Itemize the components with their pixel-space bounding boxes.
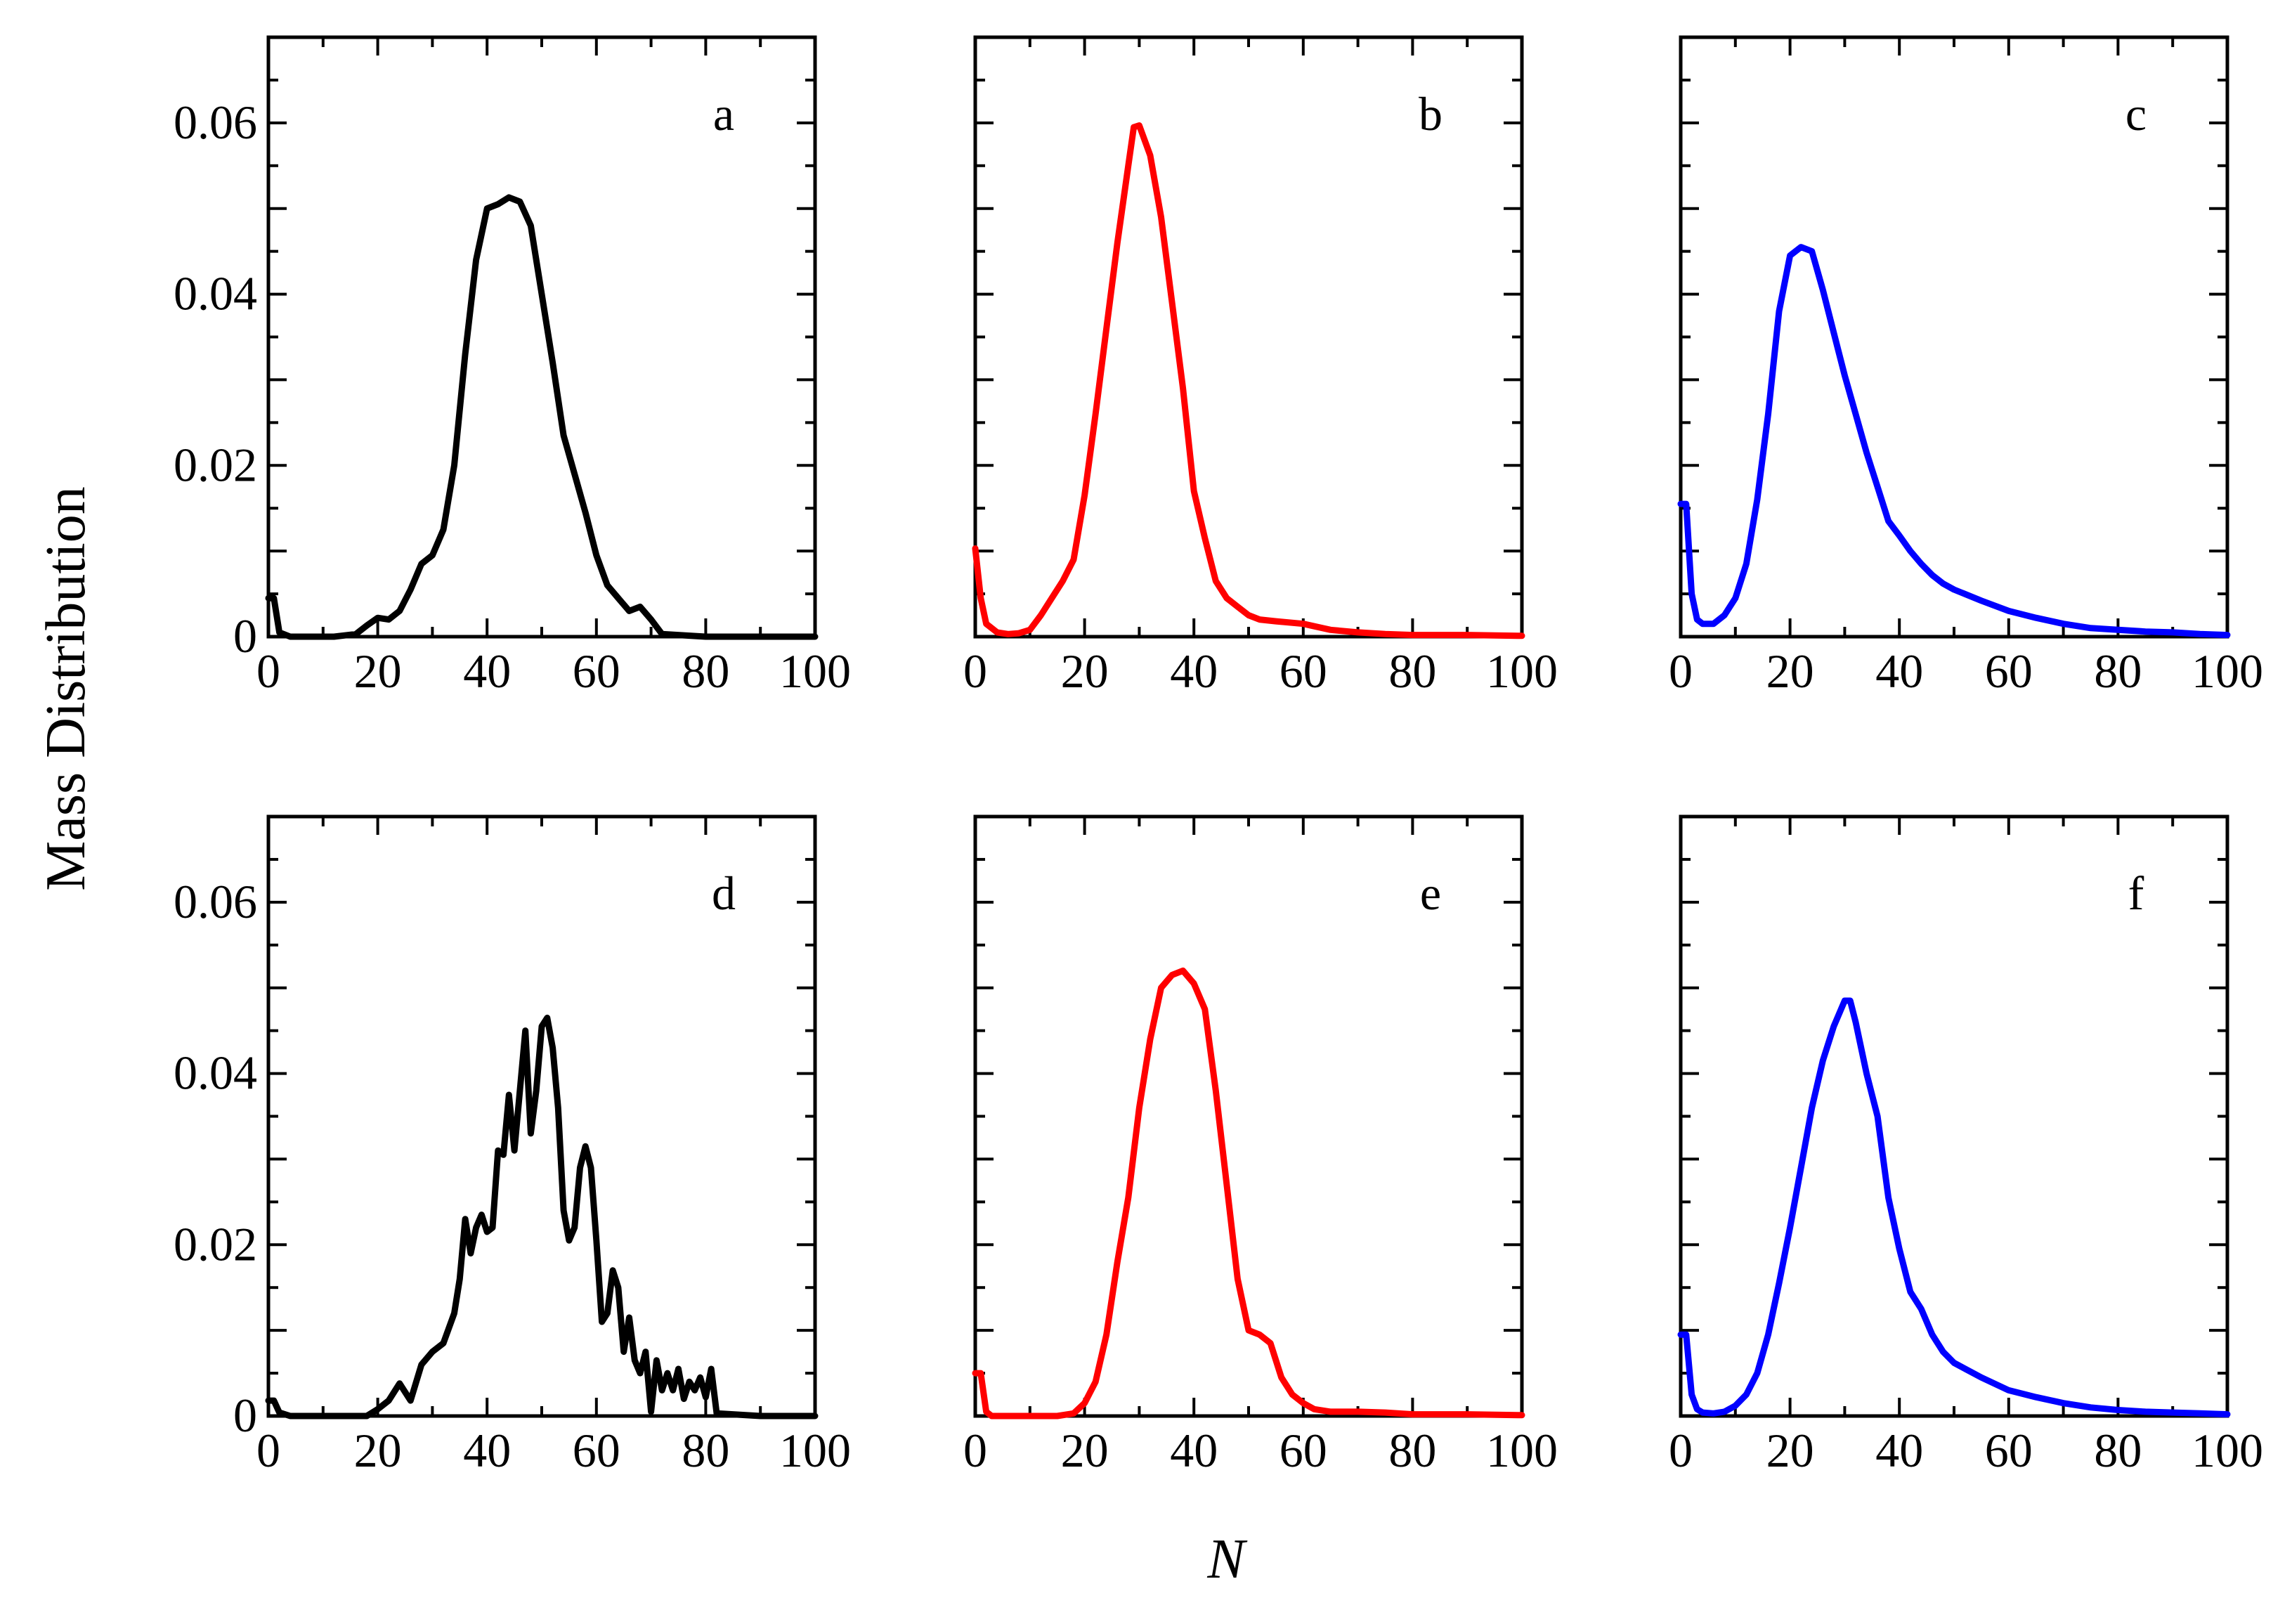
panel-label: b (1419, 87, 1443, 141)
panel-d: 0 20 40 60 80 100 0 0.02 0.04 0.06 d (174, 814, 851, 1477)
panel-a: 0 20 40 60 80 100 0 0.02 0.04 0.06 a (174, 35, 851, 698)
x-tick-label: 80 (1388, 644, 1436, 698)
x-tick-label: 0 (256, 1424, 280, 1477)
x-tick-label: 40 (1875, 644, 1923, 698)
x-tick-label: 80 (2094, 644, 2142, 698)
x-tick-label: 100 (1486, 1424, 1558, 1477)
y-tick-label: 0.06 (174, 875, 257, 928)
x-axis-title: N (1206, 1528, 1248, 1590)
panel-label: c (2125, 87, 2147, 141)
x-tick-label: 100 (779, 644, 851, 698)
series-line (972, 122, 1525, 639)
panel-label: d (712, 866, 736, 920)
panel-label: a (713, 87, 734, 141)
x-tick-label: 80 (2094, 1424, 2142, 1477)
x-tick-label: 20 (354, 644, 402, 698)
y-tick-label: 0.06 (174, 96, 257, 149)
series-line (265, 194, 819, 640)
y-tick-label: 0.02 (174, 438, 257, 491)
panel-c: 0 20 40 60 80 100 c (1669, 35, 2263, 698)
x-tick-label: 20 (1061, 644, 1109, 698)
x-tick-label: 80 (1388, 1424, 1436, 1477)
x-tick-label: 60 (1985, 1424, 2033, 1477)
series-line (1677, 997, 2231, 1418)
x-tick-label: 100 (2192, 644, 2263, 698)
x-tick-label: 20 (1766, 644, 1814, 698)
x-tick-label: 0 (1669, 644, 1693, 698)
x-tick-label: 0 (1669, 1424, 1693, 1477)
x-tick-label: 60 (573, 1424, 620, 1477)
x-tick-label: 100 (779, 1424, 851, 1477)
x-tick-label: 0 (256, 644, 280, 698)
x-tick-label: 20 (1766, 1424, 1814, 1477)
x-tick-label: 0 (963, 1424, 987, 1477)
y-axis-title: Mass Distribution (35, 486, 97, 891)
x-tick-label: 40 (1875, 1424, 1923, 1477)
x-tick-label: 60 (1280, 1424, 1327, 1477)
x-tick-label: 40 (1170, 644, 1218, 698)
x-tick-label: 60 (1280, 644, 1327, 698)
x-tick-label: 40 (463, 644, 511, 698)
y-tick-label: 0.04 (174, 267, 257, 320)
x-tick-label: 20 (1061, 1424, 1109, 1477)
x-tick-label: 40 (1170, 1424, 1218, 1477)
x-tick-label: 40 (463, 1424, 511, 1477)
x-tick-label: 100 (2192, 1424, 2263, 1477)
x-tick-label: 60 (1985, 644, 2033, 698)
panel-label: e (1420, 866, 1441, 920)
panel-e: 0 20 40 60 80 100 e (963, 814, 1558, 1477)
panel-f: 0 20 40 60 80 100 f (1669, 814, 2263, 1477)
x-tick-label: 0 (963, 644, 987, 698)
y-tick-label: 0 (233, 609, 257, 663)
x-tick-label: 80 (682, 1424, 729, 1477)
series-line (972, 967, 1525, 1420)
panel-b: 0 20 40 60 80 100 b (963, 35, 1558, 698)
plot-frame (1679, 814, 2229, 1418)
series-line (1677, 244, 2231, 639)
y-tick-label: 0 (233, 1389, 257, 1442)
y-tick-label: 0.02 (174, 1217, 257, 1271)
x-tick-label: 100 (1486, 644, 1558, 698)
x-tick-label: 20 (354, 1424, 402, 1477)
y-tick-label: 0.04 (174, 1046, 257, 1100)
x-tick-label: 80 (682, 644, 729, 698)
series-line (265, 1014, 819, 1420)
panel-label: f (2128, 866, 2144, 920)
x-tick-label: 60 (573, 644, 620, 698)
